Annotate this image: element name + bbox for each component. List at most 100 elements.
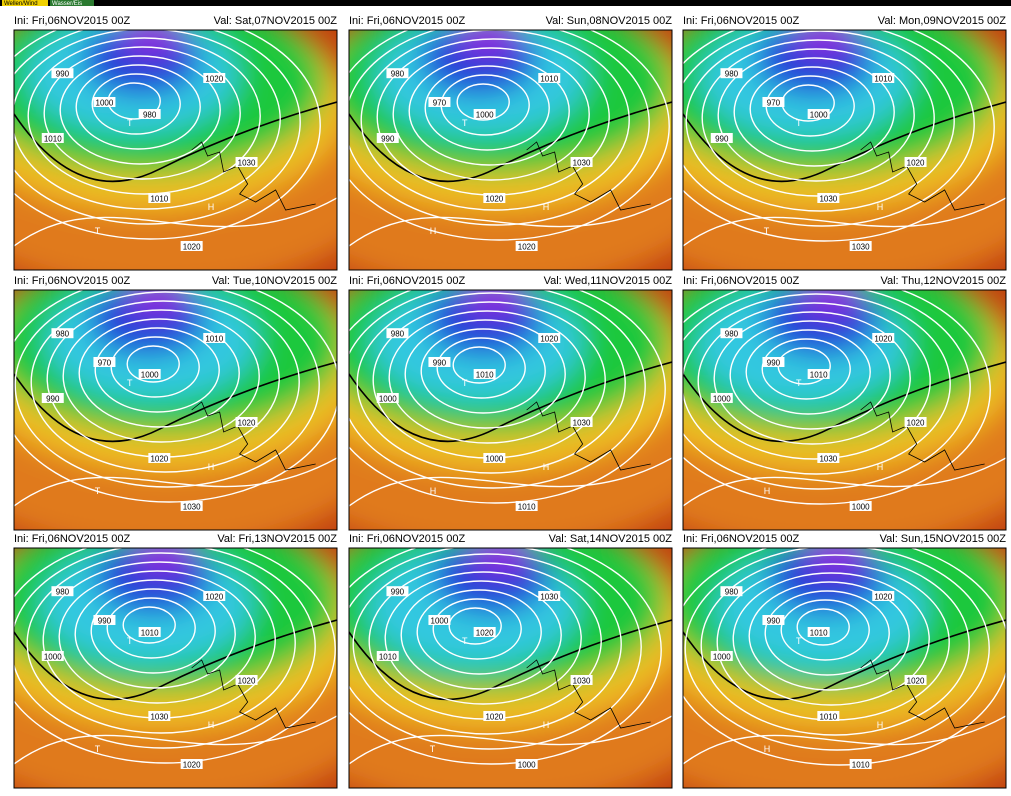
pressure-center: H: [877, 720, 884, 730]
isobar-label: 970: [767, 99, 781, 108]
isobar: [424, 65, 550, 151]
isobar-label: 990: [98, 617, 112, 626]
isobar-label-box: [904, 675, 927, 685]
front-line: [683, 361, 1006, 443]
field-purple: [792, 30, 857, 54]
pressure-center: H: [430, 226, 437, 236]
front-line: [14, 101, 337, 183]
isobar: [683, 293, 951, 475]
coastline: [860, 401, 985, 471]
isobar-label-box: [762, 615, 785, 625]
isobar: [697, 302, 931, 460]
map: 980 970 990 1000 1010 1030 1020 1020 T H H: [349, 30, 672, 270]
isobar-label: 1030: [238, 159, 256, 168]
pressure-center: T: [462, 378, 468, 388]
isobar: [14, 548, 336, 764]
init-time: Ini: Fri,06NOV2015 00Z: [349, 15, 465, 27]
isobar: [729, 320, 891, 430]
pressure-center: H: [208, 202, 215, 212]
isobar: [349, 548, 662, 765]
coastline: [526, 141, 651, 211]
isobar-label-box: [386, 586, 409, 597]
isobar: [349, 290, 646, 489]
isobar-label: 980: [143, 111, 157, 120]
isobar: [700, 554, 970, 736]
isobar-label-box: [710, 651, 733, 661]
isobar-label: 1020: [238, 419, 256, 428]
isobar: [685, 30, 955, 212]
isobar: [764, 590, 890, 676]
field: [14, 30, 337, 270]
isobar-label: 1020: [540, 335, 558, 344]
valid-time: Val: Sun,08NOV2015 00Z: [546, 15, 673, 27]
isobar: [62, 309, 260, 443]
isobar: [356, 292, 626, 474]
isobar-label: 1000: [141, 371, 159, 380]
isobar: [780, 599, 870, 661]
isobar-label-box: [203, 333, 226, 343]
isobar-label: 980: [725, 330, 739, 339]
isobar-label: 1030: [150, 713, 168, 722]
isobar: [796, 608, 850, 646]
isobar: [14, 290, 320, 488]
isobar-label-box: [515, 759, 538, 769]
valid-time: Val: Mon,09NOV2015 00Z: [878, 15, 1006, 27]
isobar-label: 1010: [141, 629, 159, 638]
isobar-label: 980: [391, 70, 405, 79]
isobar: [683, 457, 1006, 507]
isobar-label: 1030: [573, 159, 591, 168]
isobar-label: 1010: [379, 653, 397, 662]
isobar-label-box: [41, 133, 64, 143]
map: 980 990 1000 1010 1020 1020 1030 1020 T H T: [14, 548, 337, 788]
map-border: [13, 29, 338, 271]
tab-label[interactable]: Wellen/Wind: [4, 1, 38, 7]
isobar-label: 980: [56, 588, 70, 597]
isobar: [748, 581, 910, 691]
isobar-label-box: [570, 157, 593, 167]
coastline: [191, 401, 316, 471]
coastline: [191, 141, 316, 211]
forecast-panel: Ini: Fri,06NOV2015 00Z Val: Wed,11NOV2015…: [348, 275, 673, 531]
tab[interactable]: [50, 0, 94, 6]
map: 990 1000 1010 1020 1030 1030 1020 1000 T H T: [349, 548, 672, 788]
coastline: [860, 141, 985, 211]
forecast-panel: Ini: Fri,06NOV2015 00Z Val: Sat,14NOV2015…: [348, 533, 673, 789]
field: [14, 548, 337, 788]
pressure-center: T: [796, 378, 802, 388]
pressure-center: H: [764, 744, 771, 754]
map-border: [13, 289, 338, 531]
isobar-label-box: [483, 193, 506, 203]
tab[interactable]: [2, 0, 48, 6]
coastline: [191, 659, 316, 729]
front-line: [349, 619, 672, 701]
isobar-label-box: [428, 97, 451, 107]
isobar-label: 1020: [183, 761, 201, 770]
isobar-label-box: [138, 627, 161, 637]
forecast-panel: Ini: Fri,06NOV2015 00Z Val: Sat,07NOV2015…: [13, 15, 338, 271]
isobar-label: 1020: [150, 455, 168, 464]
isobar-label-box: [148, 193, 171, 203]
pressure-center: T: [796, 636, 802, 646]
isobar-label-box: [570, 417, 593, 427]
isobar: [74, 579, 236, 689]
isobar-label: 990: [46, 395, 60, 404]
front-line: [683, 619, 1006, 701]
isobar-label: 1030: [852, 243, 870, 252]
isobar-label-box: [570, 675, 593, 685]
map: 990 1000 1010 980 1020 1030 1010 1020 T H T: [14, 30, 337, 270]
forecast-panel: Ini: Fri,06NOV2015 00Z Val: Thu,12NOV2015…: [682, 275, 1007, 531]
isobar-label-box: [720, 328, 743, 339]
isobar-label: 1000: [518, 761, 536, 770]
isobar-label: 1010: [810, 371, 828, 380]
isobar: [436, 337, 526, 399]
isobar-label-box: [807, 369, 830, 379]
map: 980 990 1000 1010 1020 1020 1010 1010 T H H: [683, 548, 1006, 788]
tab-label[interactable]: Wasser/Eis: [52, 1, 82, 7]
isobar-label-box: [386, 328, 409, 339]
isobar-label-box: [538, 73, 561, 83]
isobar-label: 1020: [205, 593, 223, 602]
valid-time: Val: Fri,13NOV2015 00Z: [217, 533, 337, 545]
isobar-label-box: [148, 711, 171, 721]
map: 980 970 990 1000 1010 1020 1020 1030 T H T: [14, 290, 337, 530]
pressure-center: T: [462, 636, 468, 646]
